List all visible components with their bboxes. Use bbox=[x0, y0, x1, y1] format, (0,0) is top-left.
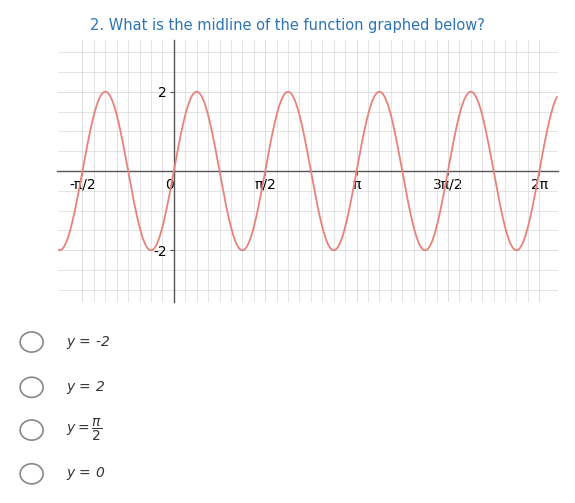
Text: $y$ = 2: $y$ = 2 bbox=[66, 379, 105, 396]
Text: 2. What is the midline of the function graphed below?: 2. What is the midline of the function g… bbox=[90, 18, 485, 33]
Text: $y$ = 0: $y$ = 0 bbox=[66, 465, 105, 482]
Text: $y$ = -2: $y$ = -2 bbox=[66, 333, 110, 351]
Text: $y = \dfrac{\pi}{2}$: $y = \dfrac{\pi}{2}$ bbox=[66, 417, 102, 443]
